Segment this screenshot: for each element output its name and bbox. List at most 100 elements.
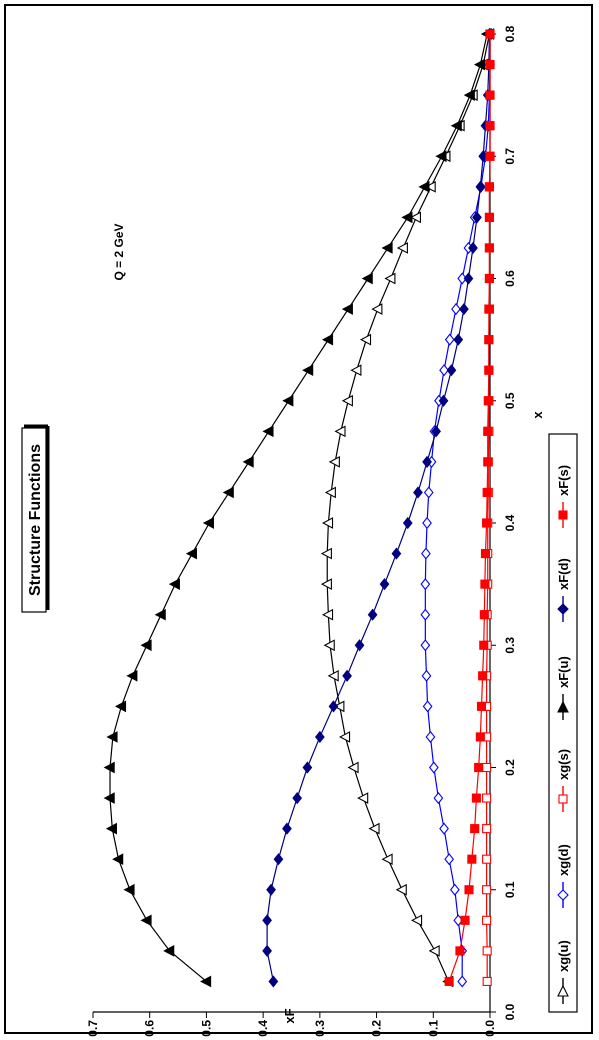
- marker-point: [435, 150, 447, 163]
- marker-point: [484, 273, 494, 284]
- x-tick-label: 0.8: [503, 25, 517, 42]
- marker-point: [482, 946, 492, 956]
- marker-point: [367, 608, 378, 621]
- marker-point: [282, 822, 292, 835]
- marker-point: [428, 945, 440, 957]
- marker-point: [123, 883, 135, 896]
- marker-point: [409, 211, 421, 224]
- marker-point: [425, 730, 436, 744]
- axes-layer: 0.0 0.1 0.2 0.3 0.4 0.5 0.6 0.7 0.8 0.0 0.1 0.2 0.3 0…: [86, 25, 517, 1036]
- marker-point: [140, 639, 152, 652]
- marker-point: [485, 121, 495, 131]
- series-line: [326, 33, 491, 982]
- chart-title: Structure Functions: [27, 444, 44, 596]
- marker-point: [464, 885, 474, 895]
- marker-point: [320, 578, 332, 590]
- marker-point: [396, 242, 408, 254]
- marker-point: [446, 364, 457, 377]
- y-tick-label: 0.1: [426, 1020, 440, 1037]
- x-tick-label: 0.1: [503, 881, 517, 898]
- marker-point: [474, 762, 484, 773]
- marker-point: [395, 883, 407, 896]
- series-xfs: [444, 29, 495, 986]
- marker-point: [460, 915, 470, 925]
- marker-point: [341, 303, 353, 315]
- marker-point: [268, 975, 279, 988]
- legend-item: xg(s): [556, 749, 571, 812]
- series-line: [448, 34, 491, 982]
- marker-point: [444, 333, 455, 346]
- marker-point: [480, 549, 491, 559]
- marker-point: [154, 608, 166, 621]
- marker-point: [438, 394, 449, 407]
- chart-title-box: [21, 427, 47, 613]
- y-tick-label: 0.0: [483, 1020, 497, 1037]
- marker-point: [428, 761, 439, 774]
- marker-point: [485, 29, 495, 39]
- marker-point: [420, 639, 431, 652]
- marker-point: [479, 640, 489, 650]
- x-tick-label: 0.7: [503, 148, 517, 165]
- marker-point: [112, 853, 124, 866]
- marker-point: [439, 822, 449, 835]
- marker-point: [482, 762, 492, 773]
- series-xfd: [262, 27, 495, 988]
- marker-point: [321, 517, 334, 529]
- marker-point: [482, 518, 492, 528]
- series-line: [109, 33, 488, 982]
- marker-point: [476, 701, 487, 711]
- x-tick-label: 0.3: [503, 637, 517, 654]
- legend-marker: [557, 984, 569, 997]
- legend-marker: [558, 794, 568, 804]
- marker-point: [333, 700, 345, 713]
- legend-label: xg(u): [556, 940, 571, 972]
- marker-point: [361, 272, 373, 285]
- marker-point: [485, 90, 495, 100]
- legend-item: xF(u): [556, 656, 571, 720]
- marker-point: [431, 425, 441, 438]
- x-tick-label: 0.4: [503, 514, 517, 531]
- marker-point: [242, 456, 254, 468]
- marker-point: [459, 302, 469, 316]
- marker-point: [453, 333, 464, 346]
- marker-point: [468, 241, 478, 255]
- marker-point: [262, 425, 274, 438]
- marker-point: [420, 578, 431, 591]
- marker-point: [483, 396, 493, 406]
- marker-point: [483, 457, 493, 467]
- marker-point: [484, 304, 494, 314]
- marker-point: [379, 578, 390, 591]
- legend-label: xg(s): [556, 749, 571, 780]
- x-tick-label: 0.0: [503, 1003, 517, 1020]
- marker-point: [479, 610, 489, 620]
- marker-point: [484, 243, 494, 253]
- legend-box: [548, 433, 578, 1013]
- marker-point: [444, 853, 455, 866]
- marker-point: [302, 364, 314, 377]
- marker-point: [418, 180, 430, 193]
- marker-point: [339, 731, 351, 743]
- marker-point: [321, 608, 334, 621]
- marker-point: [384, 272, 396, 285]
- x-axis-label: x: [530, 411, 545, 419]
- marker-point: [323, 639, 335, 652]
- x-tick-label: 0.5: [503, 392, 517, 409]
- series-layer: [103, 27, 495, 988]
- marker-point: [420, 608, 431, 621]
- marker-point: [482, 885, 492, 895]
- marker-point: [424, 180, 436, 193]
- marker-point: [185, 547, 197, 560]
- y-tick-label: 0.2: [370, 1020, 384, 1037]
- y-tick-label: 0.3: [313, 1020, 327, 1037]
- marker-point: [381, 242, 393, 254]
- series-xfu: [103, 28, 492, 988]
- marker-point: [391, 547, 402, 560]
- series-line: [424, 34, 491, 982]
- marker-point: [473, 58, 486, 71]
- marker-point: [350, 364, 362, 377]
- y-tick-label: 0.7: [86, 1020, 100, 1037]
- marker-point: [163, 945, 175, 957]
- marker-point: [450, 119, 462, 132]
- marker-point: [106, 731, 118, 743]
